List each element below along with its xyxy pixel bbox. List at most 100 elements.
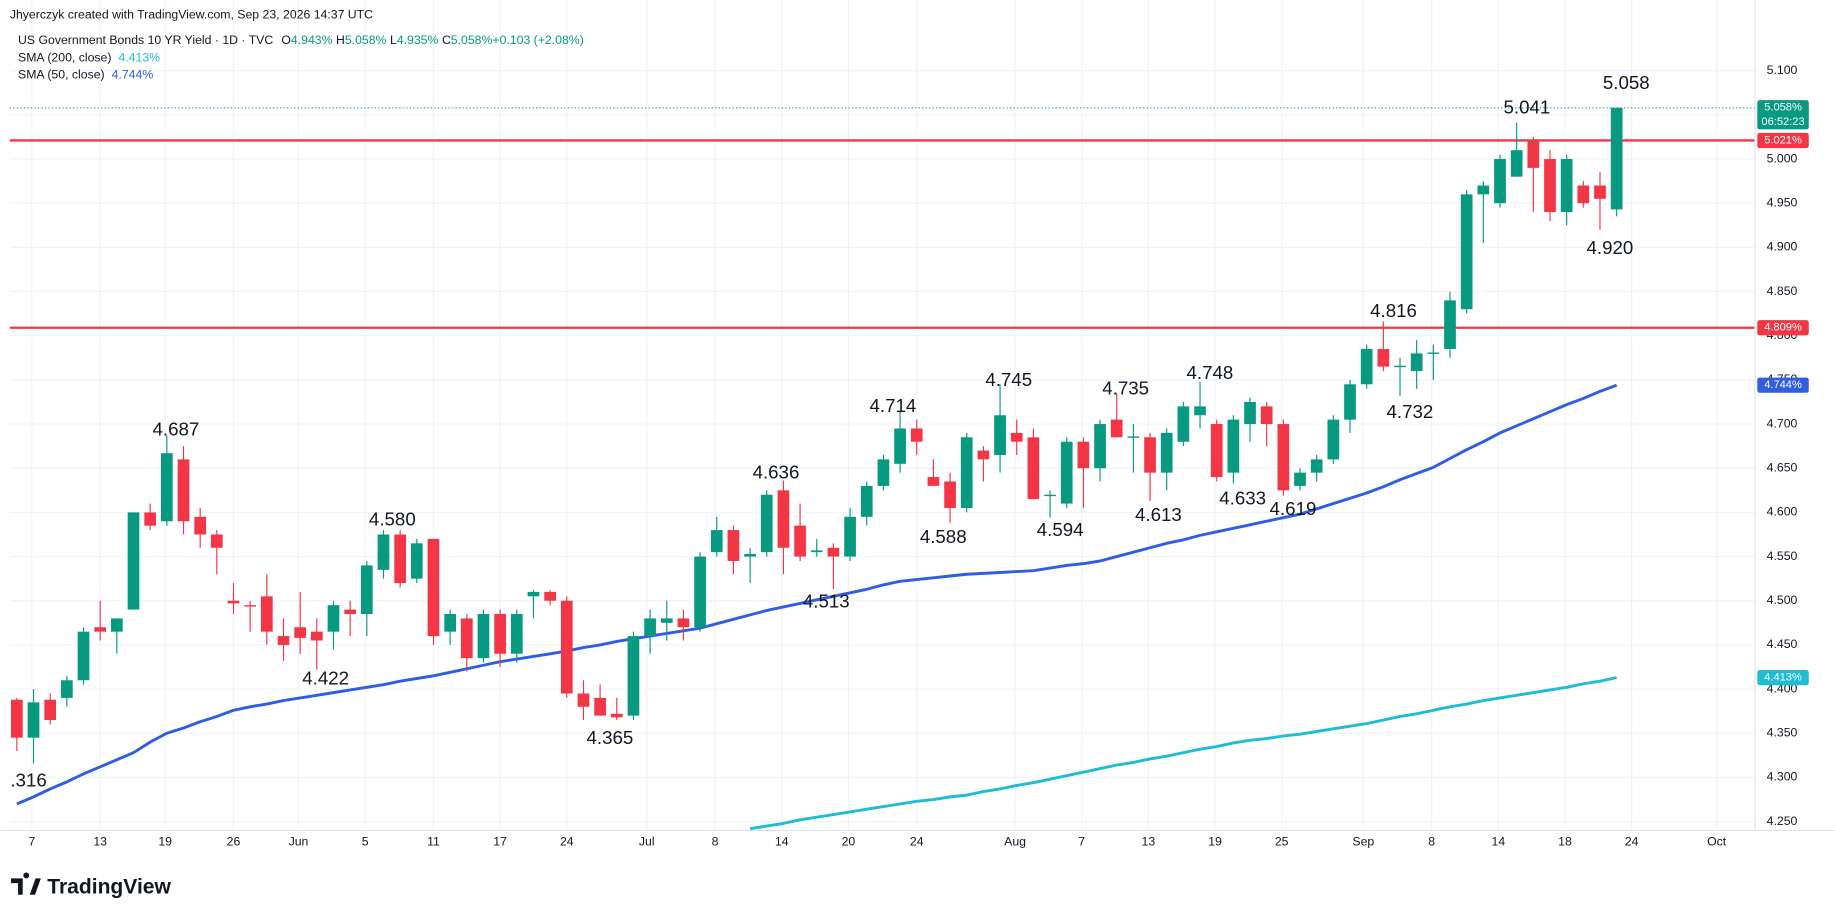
- legend-key: C: [442, 33, 451, 47]
- candle-body: [44, 699, 57, 721]
- y-tick-label: 4.300: [1767, 770, 1798, 784]
- price-annotation: 4.732: [1387, 401, 1434, 422]
- axes: 4.2504.3004.3504.4004.4504.5004.5504.600…: [0, 0, 1835, 848]
- price-annotation: 4.920: [1587, 237, 1634, 258]
- candle-body: [877, 459, 890, 486]
- x-tick-label: Sep: [1352, 834, 1374, 848]
- price-annotation: 4.594: [1037, 519, 1084, 540]
- x-tick-label: 24: [910, 834, 924, 848]
- candle-body: [1027, 437, 1040, 500]
- x-tick-label: 8: [1428, 834, 1435, 848]
- y-tick-label: 4.250: [1767, 814, 1798, 828]
- price-annotation: 4.745: [985, 369, 1032, 390]
- price-annotation: 4.365: [586, 727, 633, 748]
- price-annotation: 4.513: [803, 590, 850, 611]
- candle-body: [144, 512, 157, 526]
- candle-body: [1077, 441, 1090, 469]
- candle-body: [1094, 424, 1106, 469]
- candle-body: [410, 543, 423, 579]
- legend-value: 4.935%: [397, 33, 439, 47]
- candle-body: [327, 605, 340, 632]
- price-annotation: 5.041: [1503, 97, 1550, 118]
- candle-body: [1227, 419, 1240, 473]
- candle-body: [177, 459, 190, 522]
- candle-body: [644, 618, 656, 637]
- candle-body: [827, 547, 840, 557]
- candle-body: [944, 481, 956, 508]
- candle-body: [527, 591, 540, 597]
- candle-body: [1427, 352, 1440, 354]
- candle-body: [27, 702, 40, 738]
- candle-body: [677, 618, 690, 628]
- sma-line: [749, 676, 1617, 831]
- price-annotation: 4.714: [870, 395, 917, 416]
- candle-body: [94, 627, 107, 632]
- candle-body: [577, 693, 590, 707]
- candle-body: [1610, 107, 1623, 210]
- indicator-legend: SMA (200, close) 4.413%: [18, 51, 160, 65]
- candle-body: [994, 415, 1006, 455]
- x-tick-label: 18: [1558, 834, 1572, 848]
- candle-body: [310, 631, 323, 641]
- x-tick-label: 5: [362, 834, 369, 848]
- price-tag-label: 4.413%: [1764, 672, 1802, 684]
- candle-body: [860, 485, 873, 517]
- candle-body: [1260, 406, 1273, 425]
- indicator-legend: SMA (50, close) 4.744%: [18, 68, 153, 82]
- candle-body: [477, 614, 490, 659]
- price-tag: [1757, 320, 1809, 336]
- y-tick-label: 4.600: [1767, 505, 1798, 519]
- x-tick-label: Jul: [639, 834, 655, 848]
- candle-body: [910, 428, 923, 442]
- price-annotation: 4.619: [1270, 498, 1317, 519]
- candle-body: [1177, 406, 1190, 442]
- legend-value: 5.058%: [345, 33, 387, 47]
- price-annotation: 4.633: [1219, 487, 1266, 508]
- candle-body: [627, 636, 640, 716]
- price-tag-label: 4.744%: [1764, 379, 1802, 391]
- candle-body: [1044, 494, 1056, 497]
- price-tag-label: 5.021%: [1764, 134, 1802, 146]
- x-tick-label: 8: [712, 834, 719, 848]
- candle-body: [1410, 353, 1423, 372]
- candle-body: [1560, 159, 1573, 213]
- candle-body: [977, 450, 990, 460]
- candle-body: [1127, 436, 1140, 438]
- x-tick-label: 14: [1492, 834, 1506, 848]
- legend-key: L: [390, 33, 397, 47]
- candle-body: [394, 534, 406, 584]
- candle-body: [260, 596, 273, 632]
- price-annotation: 4.687: [153, 418, 200, 439]
- candle-body: [544, 591, 556, 601]
- legend-value: +0.103 (+2.08%): [492, 33, 583, 47]
- candle-body: [1344, 384, 1356, 420]
- x-tick-label: Jun: [289, 834, 309, 848]
- candle-body: [127, 512, 140, 610]
- x-tick-label: 24: [560, 834, 574, 848]
- candle-body: [560, 600, 573, 694]
- x-tick-label: 7: [1078, 834, 1085, 848]
- candle-body: [744, 553, 756, 557]
- candle-body: [1460, 194, 1473, 310]
- y-tick-label: 4.350: [1767, 726, 1798, 740]
- candle-body: [1544, 159, 1556, 213]
- y-tick-label: 4.700: [1767, 416, 1798, 430]
- y-tick-label: 4.550: [1767, 549, 1798, 563]
- price-annotation: .316: [10, 769, 46, 790]
- x-tick-label: 14: [775, 834, 789, 848]
- y-tick-label: 4.450: [1767, 637, 1798, 651]
- x-tick-label: Aug: [1004, 834, 1026, 848]
- price-tag-label: 4.809%: [1764, 322, 1802, 334]
- legend-key: H: [336, 33, 345, 47]
- candle-body: [1010, 432, 1023, 442]
- candle-body: [1377, 348, 1390, 367]
- price-annotation: 4.735: [1102, 377, 1149, 398]
- candle-body: [277, 636, 290, 645]
- candle-body: [694, 556, 706, 628]
- candle-body: [1327, 419, 1340, 460]
- legend-value: 4.943%: [291, 33, 333, 47]
- price-tag: [1757, 377, 1809, 393]
- sma-line: [16, 383, 1618, 806]
